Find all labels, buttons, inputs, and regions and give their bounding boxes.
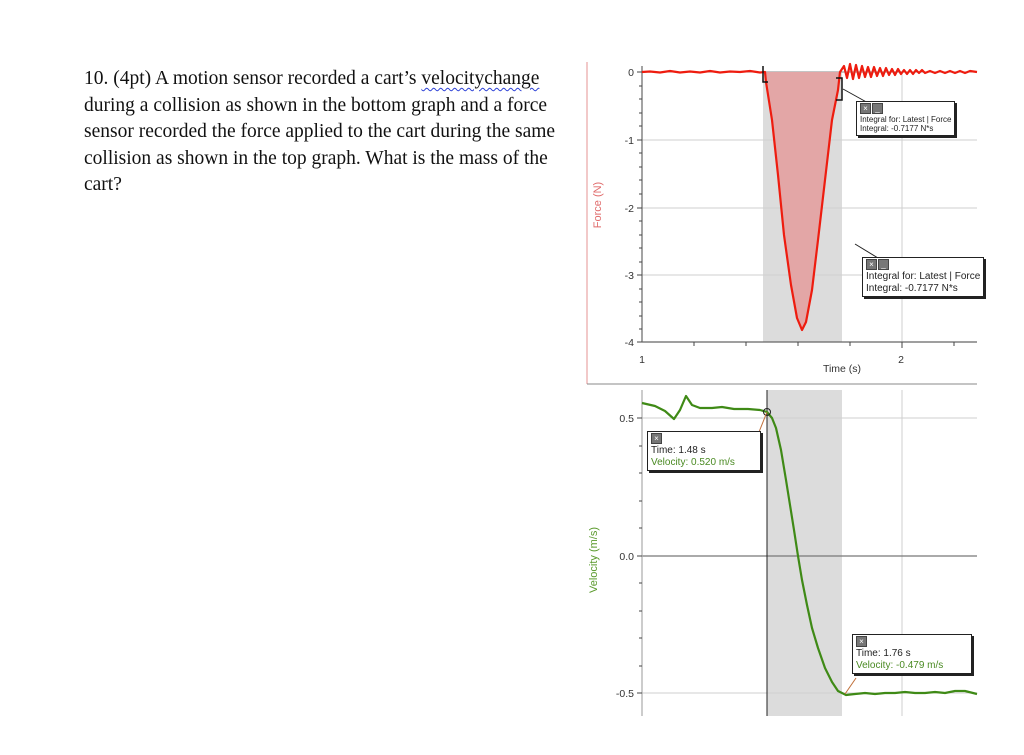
examine-velocity-2: Velocity: -0.479 m/s: [856, 659, 944, 671]
force-tick-3: -3: [625, 270, 634, 282]
force-curve: [641, 62, 978, 332]
integral-value-2: Integral: -0.7177 N*s: [866, 282, 958, 294]
velocity-tick-2: -0.5: [616, 688, 634, 700]
velocity-tick-1: 0.0: [619, 551, 634, 563]
integral-label-2: Integral for: Latest | Force: [866, 271, 981, 282]
examine-box-1[interactable]: × Time: 1.48 s Velocity: 0.520 m/s: [647, 431, 761, 471]
minimize-icon[interactable]: _: [878, 259, 889, 270]
examine-velocity-1: Velocity: 0.520 m/s: [651, 456, 735, 468]
time-tick-2: 2: [898, 354, 904, 366]
integral-bracket-right[interactable]: [836, 77, 843, 101]
velocity-tick-0: 0.5: [619, 413, 634, 425]
close-icon[interactable]: ×: [856, 636, 867, 647]
close-icon[interactable]: ×: [860, 103, 871, 114]
examine-point-1[interactable]: [763, 408, 771, 416]
integral-bracket-left[interactable]: [762, 66, 768, 83]
force-tick-4: -4: [625, 337, 634, 349]
integral-box-2[interactable]: × _ Integral for: Latest | Force Integral…: [862, 257, 985, 297]
force-tick-0: 0: [628, 67, 634, 79]
misspelled-word: velocitychange: [421, 68, 540, 89]
force-x-axis-label: Time (s): [823, 363, 861, 375]
question-lead: A motion sensor recorded a cart’s: [154, 68, 417, 89]
close-icon[interactable]: ×: [651, 433, 662, 444]
minimize-icon[interactable]: _: [872, 103, 883, 114]
time-tick-1: 1: [639, 354, 645, 366]
close-icon[interactable]: ×: [866, 259, 877, 270]
question-text: 10. (4pt) A motion sensor recorded a car…: [84, 66, 584, 199]
examine-time-1: Time: 1.48 s: [651, 445, 706, 456]
integral-label-1: Integral for: Latest | Force: [860, 115, 952, 124]
examine-time-2: Time: 1.76 s: [856, 648, 911, 659]
force-graph: 0 -1 -2 -3 -4 1 2 Time (s) Force (N): [586, 62, 978, 385]
force-tick-2: -2: [625, 203, 634, 215]
velocity-graph: 0.5 0.0 -0.5 Velocity (m/s): [588, 383, 978, 716]
velocity-y-axis-label: Velocity (m/s): [588, 527, 600, 593]
force-y-axis-label: Force (N): [592, 182, 604, 228]
velocity-curve: [641, 394, 978, 697]
question-number: 10.: [84, 68, 109, 89]
integral-value-1: Integral: -0.7177 N*s: [860, 124, 934, 134]
examine-box-2[interactable]: × Time: 1.76 s Velocity: -0.479 m/s: [852, 634, 972, 674]
question-body: during a collision as shown in the botto…: [84, 94, 556, 196]
question-points: (4pt): [113, 68, 152, 89]
force-tick-1: -1: [625, 135, 634, 147]
integral-box-1[interactable]: × _ Integral for: Latest | Force Integral…: [856, 101, 956, 137]
